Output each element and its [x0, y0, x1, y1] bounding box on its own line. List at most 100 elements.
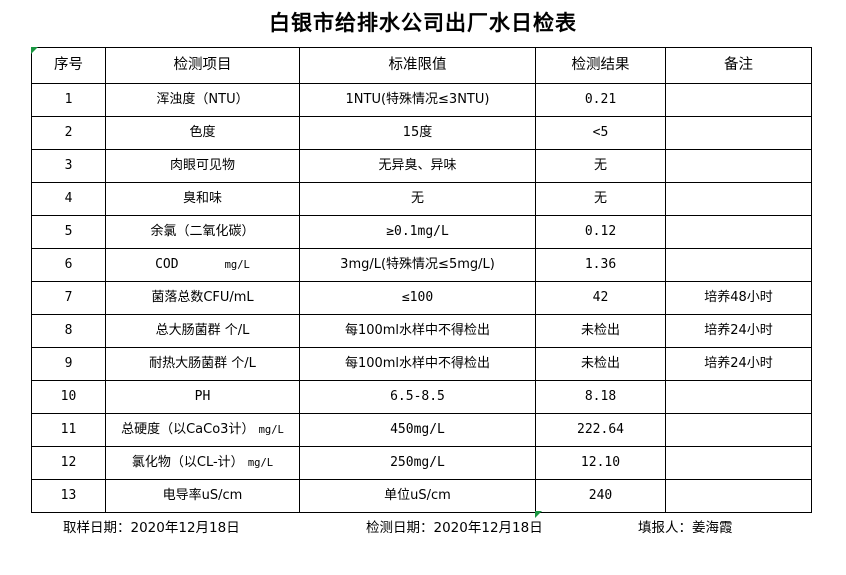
cell-item-label: 耐热大肠菌群 个/L	[149, 355, 256, 371]
cell-item: PH	[105, 380, 300, 414]
cell-no: 4	[31, 182, 106, 216]
cell-result: 0.12	[535, 215, 666, 249]
cell-remark	[665, 149, 812, 183]
cell-standard-limit: 450mg/L	[299, 413, 536, 447]
cell-result: <5	[535, 116, 666, 150]
table-row: 2 色度 15度 <5	[31, 116, 812, 150]
cell-remark	[665, 83, 812, 117]
footer-filler-name: 填报人：姜海霞	[638, 520, 733, 536]
cell-remark	[665, 413, 812, 447]
cell-result: 1.36	[535, 248, 666, 282]
cell-item-label: 菌落总数CFU/mL	[151, 289, 254, 305]
page-title: 白银市给排水公司出厂水日检表	[269, 11, 577, 35]
table-row: 5 余氯（二氧化碳） ≥0.1mg/L 0.12	[31, 215, 812, 249]
footer-sample-date: 取样日期：2020年12月18日	[63, 520, 240, 536]
cell-item-unit: mg/L	[224, 258, 250, 271]
cell-standard-limit: 250mg/L	[299, 446, 536, 480]
cell-comment-marker-icon	[535, 511, 542, 518]
cell-result: 无	[535, 182, 666, 216]
cell-item-label: 氯化物（以CL-计）	[131, 454, 244, 470]
cell-result: 未检出	[535, 314, 666, 348]
table-row: 9 耐热大肠菌群 个/L 每100ml水样中不得检出 未检出 培养24小时	[31, 347, 812, 381]
cell-item: 总大肠菌群 个/L	[105, 314, 300, 348]
column-header-remark: 备注	[665, 47, 812, 84]
table-body: 序号 检测项目 标准限值 检测结果 备注 1 浑浊度（NTU） 1NTU(特殊情况≤…	[31, 47, 812, 513]
cell-result: 222.64	[535, 413, 666, 447]
cell-no: 6	[31, 248, 106, 282]
footer-test-date: 检测日期：2020年12月18日	[366, 520, 543, 536]
cell-no: 12	[31, 446, 106, 480]
cell-standard-limit: 无	[299, 182, 536, 216]
cell-no: 8	[31, 314, 106, 348]
cell-item: COD mg/L	[105, 248, 300, 282]
cell-standard-limit: ≥0.1mg/L	[299, 215, 536, 249]
cell-remark	[665, 446, 812, 480]
column-header-result: 检测结果	[535, 47, 666, 84]
cell-item-unit: mg/L	[258, 423, 284, 436]
column-header-no: 序号	[31, 47, 106, 84]
cell-no: 5	[31, 215, 106, 249]
table-row: 7 菌落总数CFU/mL ≤100 42 培养48小时	[31, 281, 812, 315]
cell-no: 3	[31, 149, 106, 183]
cell-item: 色度	[105, 116, 300, 150]
cell-result: 无	[535, 149, 666, 183]
cell-no: 11	[31, 413, 106, 447]
cell-item-label: 色度	[189, 124, 216, 140]
cell-standard-limit: 每100ml水样中不得检出	[299, 314, 536, 348]
table-row: 3 肉眼可见物 无异臭、异味无	[31, 149, 812, 183]
cell-no: 13	[31, 479, 106, 513]
cell-item-label: 余氯（二氧化碳）	[150, 223, 255, 239]
table-row: 12 氯化物（以CL-计） mg/L 250mg/L 12.10	[31, 446, 812, 480]
cell-item-label: COD	[155, 256, 179, 272]
table-row: 11 总硬度（以CaCo3计） mg/L 450mg/L 222.64	[31, 413, 812, 447]
cell-item: 菌落总数CFU/mL	[105, 281, 300, 315]
inspection-table: 序号 检测项目 标准限值 检测结果 备注 1 浑浊度（NTU） 1NTU(特殊情况≤…	[31, 47, 812, 513]
cell-remark: 培养48小时	[665, 281, 812, 315]
cell-result: 12.10	[535, 446, 666, 480]
cell-no: 2	[31, 116, 106, 150]
cell-item-label: 总硬度（以CaCo3计）	[121, 421, 255, 437]
column-header-std: 标准限值	[299, 47, 536, 84]
cell-item-label: PH	[194, 388, 211, 404]
cell-result: 42	[535, 281, 666, 315]
cell-item: 耐热大肠菌群 个/L	[105, 347, 300, 381]
table-row: 1 浑浊度（NTU） 1NTU(特殊情况≤3NTU) 0.21	[31, 83, 812, 117]
inspection-table-container: 序号 检测项目 标准限值 检测结果 备注 1 浑浊度（NTU） 1NTU(特殊情况≤…	[31, 47, 812, 513]
table-row: 8 总大肠菌群 个/L 每100ml水样中不得检出 未检出 培养24小时	[31, 314, 812, 348]
cell-item: 总硬度（以CaCo3计） mg/L	[105, 413, 300, 447]
table-row: 6 COD mg/L 3mg/L(特殊情况≤5mg/L) 1.36	[31, 248, 812, 282]
cell-item: 浑浊度（NTU）	[105, 83, 300, 117]
table-row: 4 臭和味 无无	[31, 182, 812, 216]
cell-item-unit: mg/L	[247, 456, 274, 469]
cell-comment-marker-icon	[31, 47, 38, 54]
cell-standard-limit: 3mg/L(特殊情况≤5mg/L)	[299, 248, 536, 282]
cell-no: 7	[31, 281, 106, 315]
cell-no: 9	[31, 347, 106, 381]
cell-result: 0.21	[535, 83, 666, 117]
cell-item: 肉眼可见物	[105, 149, 300, 183]
cell-result: 未检出	[535, 347, 666, 381]
cell-item-label: 肉眼可见物	[169, 157, 235, 173]
cell-item: 余氯（二氧化碳）	[105, 215, 300, 249]
table-row: 13 电导率uS/cm 单位uS/cm 240	[31, 479, 812, 513]
cell-remark	[665, 116, 812, 150]
table-row: 10 PH 6.5-8.5 8.18	[31, 380, 812, 414]
cell-remark: 培养24小时	[665, 347, 812, 381]
cell-standard-limit: 无异臭、异味	[299, 149, 536, 183]
cell-item: 臭和味	[105, 182, 300, 216]
cell-item: 电导率uS/cm	[105, 479, 300, 513]
cell-no: 10	[31, 380, 106, 414]
cell-no: 1	[31, 83, 106, 117]
cell-standard-limit: 1NTU(特殊情况≤3NTU)	[299, 83, 536, 117]
cell-result: 240	[535, 479, 666, 513]
cell-standard-limit: 单位uS/cm	[299, 479, 536, 513]
cell-remark	[665, 215, 812, 249]
cell-remark	[665, 380, 812, 414]
report-footer: 取样日期：2020年12月18日 检测日期：2020年12月18日 填报人：姜海…	[31, 516, 821, 542]
cell-remark	[665, 248, 812, 282]
cell-remark	[665, 182, 812, 216]
column-header-item: 检测项目	[105, 47, 300, 84]
cell-result: 8.18	[535, 380, 666, 414]
cell-item-label: 电导率uS/cm	[162, 487, 243, 503]
cell-standard-limit: 每100ml水样中不得检出	[299, 347, 536, 381]
